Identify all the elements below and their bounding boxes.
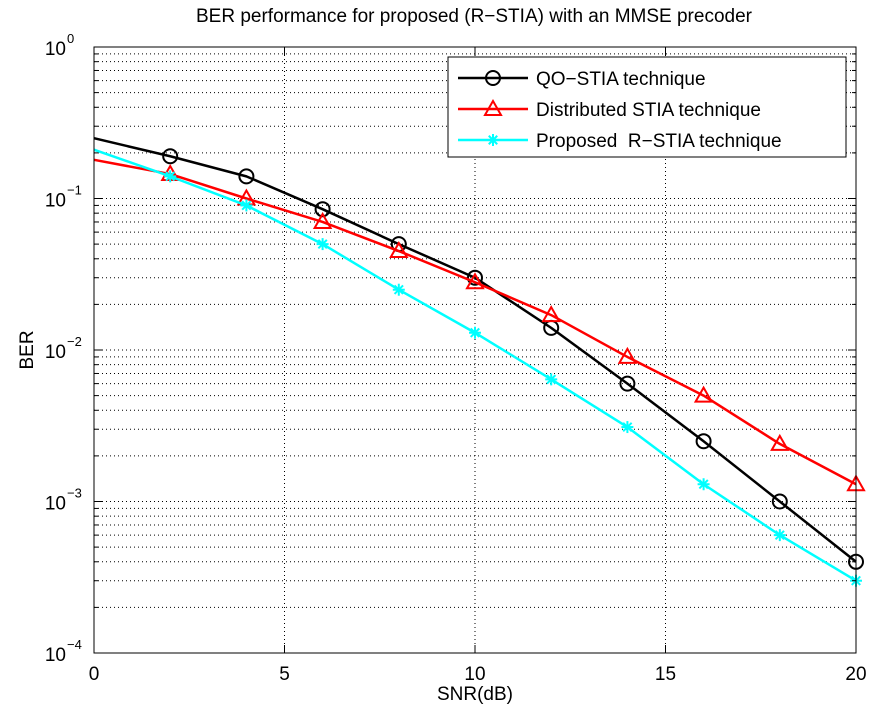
y-tick-label: 10 (45, 39, 66, 60)
series-point (467, 269, 483, 286)
series-point (238, 168, 255, 185)
x-tick-label: 5 (279, 664, 290, 685)
series-point (314, 201, 331, 218)
series-point (164, 170, 177, 183)
legend-marker (487, 134, 499, 146)
series-point (162, 148, 179, 165)
x-tick-label: 10 (464, 664, 485, 685)
series-point (312, 211, 333, 229)
series-point (770, 433, 790, 451)
axis-ticks (93, 47, 857, 654)
series-3 (93, 148, 862, 587)
series-point (316, 238, 329, 251)
series-line (93, 136, 857, 563)
series-point (697, 478, 710, 491)
y-tick-exponent: −2 (67, 334, 82, 349)
y-axis-title: BER (17, 330, 38, 369)
series-point (693, 385, 714, 403)
series-point (389, 241, 409, 259)
y-tick-exponent: 0 (67, 31, 74, 46)
series-point (771, 493, 788, 510)
series-point (240, 199, 253, 212)
legend-item: Distributed STIA technique (458, 98, 761, 121)
y-tick-label: 10 (45, 494, 66, 515)
y-tick-label: 10 (45, 191, 66, 212)
legend-marker (483, 98, 503, 116)
legend: QO−STIA technique Distributed STIA techni… (447, 56, 847, 158)
y-tick-exponent: −3 (67, 486, 82, 501)
series-point (773, 529, 786, 542)
y-tick-exponent: −1 (67, 183, 82, 198)
chart-title: BER performance for proposed (R−STIA) wi… (196, 6, 753, 27)
series-point (465, 272, 485, 290)
x-tick-label: 0 (89, 664, 100, 685)
x-tick-label: 15 (655, 664, 676, 685)
series-point (541, 305, 561, 323)
series-point (392, 283, 405, 296)
legend-item: Proposed R−STIA technique (458, 131, 782, 152)
x-axis-title: SNR(dB) (437, 684, 513, 705)
series-point (617, 346, 638, 364)
series-point (621, 421, 634, 434)
legend-label: QO−STIA technique (536, 69, 706, 90)
legend-label: Distributed STIA technique (536, 100, 761, 121)
x-axis-tick-labels: 0 5 10 15 20 (89, 664, 867, 685)
series-point (695, 433, 712, 450)
x-tick-label: 20 (845, 664, 866, 685)
series-point (619, 375, 636, 392)
y-tick-label: 10 (45, 342, 66, 363)
series-layer (93, 136, 866, 587)
series-point (545, 373, 558, 386)
y-tick-exponent: −4 (67, 637, 82, 652)
legend-marker (485, 70, 501, 86)
y-tick-label: 10 (45, 645, 66, 666)
series-point (469, 326, 481, 339)
legend-label: Proposed R−STIA technique (536, 131, 782, 152)
legend-item: QO−STIA technique (458, 69, 706, 90)
series-line (93, 158, 857, 486)
